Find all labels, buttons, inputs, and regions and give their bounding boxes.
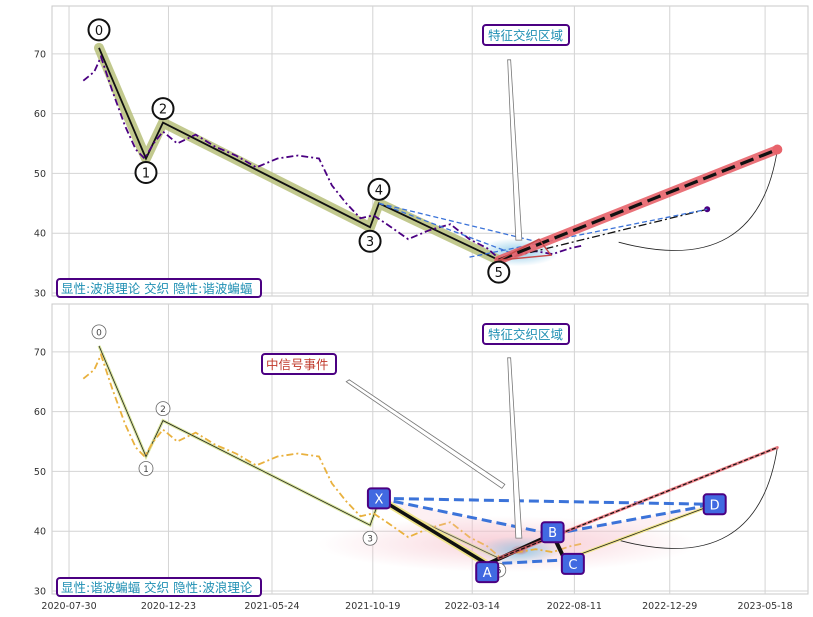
bottom-zone-label-frame	[482, 323, 570, 345]
wave-point-marker	[87, 18, 111, 42]
fib-line-2	[378, 202, 515, 255]
wave-point-label: 0	[95, 24, 103, 39]
wave-point-label: 0	[96, 328, 102, 338]
bottom-zone-label-text: 特征交织区域	[488, 327, 563, 342]
projection-line	[498, 148, 778, 262]
top-label-box-frame	[56, 278, 262, 298]
price-series-line	[82, 352, 585, 560]
top-label-box: 显性:波浪理论 交织 隐性:谐波蝙蝠	[56, 278, 262, 298]
wave-point-label: 4	[375, 183, 383, 198]
x-tick-label: 2021-05-24	[244, 601, 299, 612]
y-tick-label: 50	[34, 467, 46, 478]
wave-point-marker	[151, 97, 175, 121]
x-tick-label: 2020-07-30	[41, 601, 96, 612]
wave-point-marker	[358, 229, 382, 253]
harmonic-point-label: A	[483, 566, 492, 581]
wave-point-label: 1	[142, 166, 150, 181]
y-tick-label: 30	[34, 289, 46, 300]
harmonic-line-ac	[487, 558, 565, 566]
event-label: 中信号事件	[261, 353, 337, 375]
projection-arc	[618, 149, 778, 251]
wave-point-marker	[487, 260, 511, 284]
wave-point-label: 3	[367, 535, 373, 545]
top-content: 0 1 2 3 4 5	[82, 18, 783, 284]
wave-point-marker	[134, 160, 158, 184]
event-arrow	[345, 379, 506, 489]
wave-point-label: 1	[143, 465, 149, 475]
bottom-label-box-text: 显性:谐波蝙蝠 交织 隐性:波浪理论	[61, 580, 253, 595]
top-label-box-text: 显性:波浪理论 交织 隐性:谐波蝙蝠	[61, 281, 252, 296]
x-tick-label: 2022-08-11	[547, 601, 602, 612]
y-tick-label: 50	[34, 169, 46, 180]
y-tick-label: 60	[34, 407, 46, 418]
harmonic-point-label: C	[568, 558, 577, 573]
zone-arrow	[507, 59, 523, 241]
x-tick-label: 2023-05-18	[737, 601, 792, 612]
harmonic-point-box	[560, 552, 585, 575]
x-tick-label: 2022-03-14	[445, 601, 500, 612]
y-tick-label: 30	[34, 587, 46, 598]
bottom-y-ticks: 30 40 50 60 70	[34, 347, 46, 597]
price-series-line	[82, 54, 585, 262]
harmonic-point-label: B	[548, 526, 557, 541]
wave-point-marker	[367, 177, 391, 201]
harmonic-point-box	[540, 521, 565, 544]
harmonic-line-bd	[552, 502, 715, 536]
wave-point-label: 2	[160, 405, 166, 415]
y-tick-label: 60	[34, 109, 46, 120]
top-plot-area	[51, 5, 809, 297]
x-tick-label: 2022-12-29	[642, 601, 697, 612]
bottom-zone-label: 特征交织区域	[482, 323, 570, 345]
top-zone-label-frame	[482, 24, 570, 46]
event-label-frame	[261, 353, 337, 375]
harmonic-line-xa	[378, 496, 489, 566]
top-y-ticks: 30 40 50 60 70	[34, 49, 46, 299]
harmonic-point-box	[366, 487, 391, 510]
wave-point-marker	[362, 530, 378, 546]
harmonic-point-label: D	[710, 498, 720, 513]
zone-arrow	[507, 357, 523, 539]
harmonic-triangle-xab	[378, 498, 553, 565]
y-tick-label: 40	[34, 527, 46, 538]
wave-point-marker	[91, 324, 107, 340]
y-tick-label: 70	[34, 347, 46, 358]
harmonic-line-cd	[564, 503, 715, 561]
projection-alt-line	[498, 208, 708, 261]
wave-point-label: 3	[366, 235, 374, 250]
projection-arc	[618, 447, 778, 549]
bottom-content: 01235XABCD	[82, 324, 779, 584]
harmonic-point-box	[475, 561, 500, 584]
x-axis-ticks: 2020-07-30 2020-12-23 2021-05-24 2021-10-19…	[41, 601, 792, 612]
projection-end	[772, 144, 783, 155]
bottom-label-box-frame	[56, 577, 262, 597]
y-tick-label: 40	[34, 229, 46, 240]
y-tick-label: 70	[34, 49, 46, 60]
wave-point-marker	[155, 401, 171, 416]
harmonic-point-box	[702, 493, 727, 516]
wave-line	[98, 47, 500, 261]
x-tick-label: 2020-12-23	[141, 601, 196, 612]
top-zone-label-text: 特征交织区域	[488, 28, 563, 43]
event-label-text: 中信号事件	[266, 357, 329, 372]
bottom-label-box: 显性:谐波蝙蝠 交织 隐性:波浪理论	[56, 577, 262, 597]
top-zone-label: 特征交织区域	[482, 24, 570, 46]
harmonic-line-xd	[378, 496, 715, 506]
harmonic-point-label: X	[374, 492, 383, 507]
x-tick-label: 2021-10-19	[345, 601, 400, 612]
wave-point-marker	[138, 461, 154, 476]
zone-triangle	[498, 238, 553, 261]
wave-point-label: 5	[495, 266, 503, 281]
top-panel: 30 40 50 60 70 0 1 2 3 4 5 显性:波浪理论 交织 隐性:谐波蝙蝠 特征交…	[34, 5, 809, 300]
wave-point-label: 2	[159, 103, 167, 118]
fib-line-3	[469, 208, 708, 258]
fib-line	[378, 202, 540, 243]
